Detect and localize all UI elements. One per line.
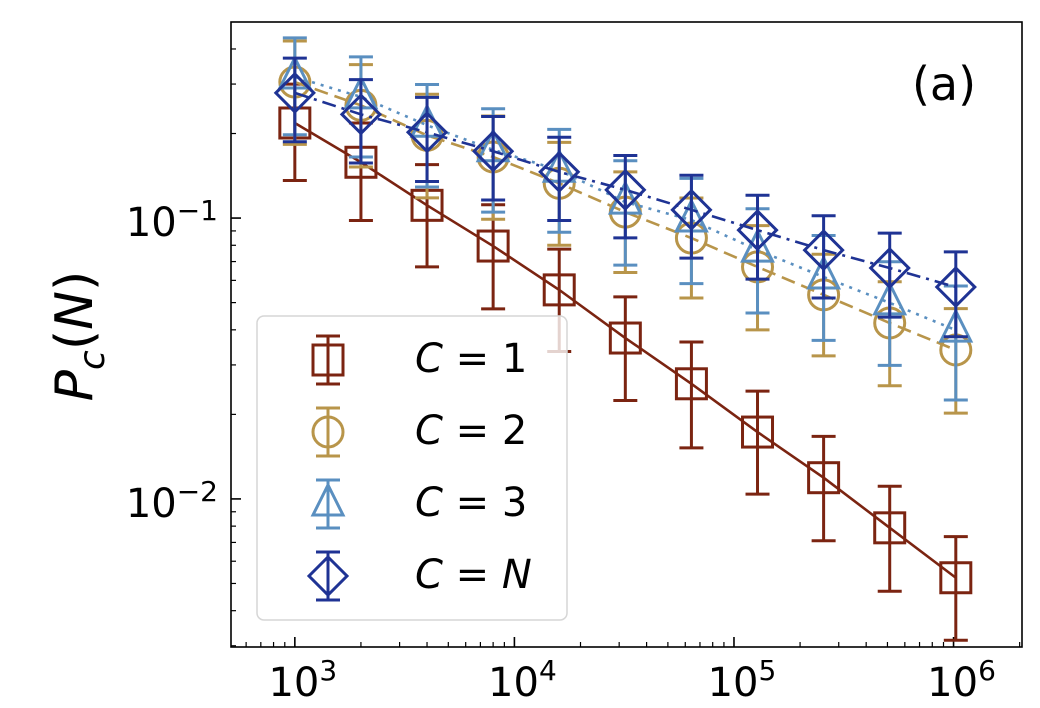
square-marker xyxy=(608,321,642,355)
data-point xyxy=(608,295,642,403)
diamond-marker xyxy=(306,554,350,598)
data-point xyxy=(868,231,911,319)
data-point xyxy=(674,340,708,450)
diamond-marker xyxy=(339,93,383,136)
diamond-marker xyxy=(472,130,515,173)
data-point xyxy=(472,114,515,202)
circle-marker xyxy=(311,415,345,449)
data-point xyxy=(939,535,973,642)
data-point xyxy=(873,484,907,593)
y-major-ticks xyxy=(231,217,241,500)
diamond-marker xyxy=(405,111,449,154)
data-point xyxy=(807,434,841,543)
y-tick-labels: 10−2 10−1 xyxy=(126,194,218,527)
triangle-marker xyxy=(310,481,346,517)
data-point xyxy=(741,389,775,496)
diamond-marker xyxy=(736,208,779,252)
data-point xyxy=(802,214,845,300)
legend-handle xyxy=(311,334,345,386)
diamond-marker xyxy=(868,246,911,290)
y-minor-ticks xyxy=(231,48,236,647)
square-marker xyxy=(741,415,775,449)
data-point xyxy=(538,135,581,223)
axes-frame xyxy=(230,21,1023,648)
legend-label-cN: C = N xyxy=(415,552,532,598)
legend-frame xyxy=(256,315,568,621)
series-line xyxy=(294,80,957,352)
legend-handle xyxy=(311,406,345,458)
square-marker xyxy=(542,273,576,307)
legend-label-c1: C = 1 xyxy=(415,336,527,382)
legend-handle xyxy=(310,478,346,530)
diamond-marker xyxy=(934,265,977,309)
diamond-marker xyxy=(538,150,581,194)
legend-handles xyxy=(306,334,350,602)
y-tick-label: 10−1 xyxy=(126,194,218,246)
legend-label-c2: C = 2 xyxy=(415,408,527,454)
x-major-ticks xyxy=(294,637,955,647)
diamond-marker xyxy=(670,188,713,231)
diamond-marker xyxy=(273,71,316,115)
square-marker xyxy=(807,461,841,495)
legend-label-c3: C = 3 xyxy=(415,480,527,526)
series-cN xyxy=(273,56,977,339)
square-marker xyxy=(674,367,708,401)
triangle-marker xyxy=(938,307,974,343)
data-point xyxy=(405,95,449,183)
data-point xyxy=(736,193,779,281)
data-point xyxy=(273,56,316,144)
x-tick-label: 106 xyxy=(927,654,996,706)
legend: C = 1 C = 2 C = 3 C = N xyxy=(256,315,568,621)
x-tick-label: 105 xyxy=(708,654,777,706)
data-point xyxy=(339,78,383,165)
square-marker xyxy=(311,343,345,377)
x-tick-label: 103 xyxy=(268,654,337,706)
diamond-marker xyxy=(604,168,647,211)
diamond-marker xyxy=(802,228,845,272)
data-point xyxy=(934,250,977,339)
square-marker xyxy=(476,229,510,263)
x-tick-labels: 103 104 105 106 xyxy=(268,654,995,706)
data-point xyxy=(604,154,647,240)
legend-handle xyxy=(306,550,350,602)
x-tick-label: 104 xyxy=(488,654,557,706)
y-axis-label: Pc(N) xyxy=(45,271,113,402)
y-tick-label: 10−2 xyxy=(126,475,218,527)
panel-label: (a) xyxy=(912,57,976,111)
x-minor-ticks xyxy=(245,642,1021,647)
square-marker xyxy=(873,511,907,545)
data-point xyxy=(670,173,713,260)
square-marker xyxy=(939,561,973,595)
